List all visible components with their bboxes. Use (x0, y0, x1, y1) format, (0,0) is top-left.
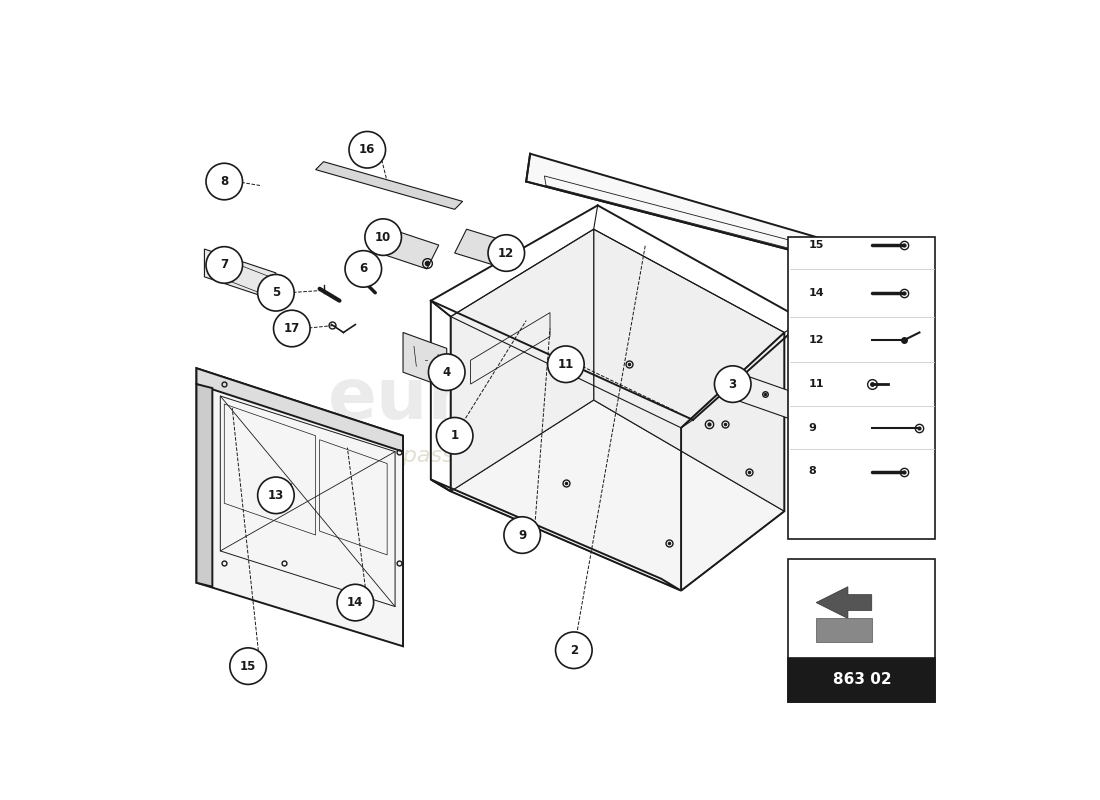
Circle shape (349, 131, 386, 168)
Text: 7: 7 (220, 258, 229, 271)
Polygon shape (379, 229, 439, 269)
Text: 12: 12 (808, 335, 824, 346)
FancyBboxPatch shape (789, 658, 935, 702)
Text: 11: 11 (808, 379, 824, 389)
Text: 17: 17 (284, 322, 300, 335)
FancyBboxPatch shape (816, 618, 872, 642)
Text: 13: 13 (267, 489, 284, 502)
Text: 4: 4 (442, 366, 451, 378)
FancyBboxPatch shape (789, 237, 935, 539)
Circle shape (488, 234, 525, 271)
Polygon shape (316, 162, 463, 210)
Circle shape (206, 163, 243, 200)
Text: 14: 14 (808, 288, 824, 298)
Polygon shape (725, 368, 804, 424)
Circle shape (345, 250, 382, 287)
Text: 1: 1 (451, 430, 459, 442)
Polygon shape (197, 384, 212, 586)
Circle shape (715, 366, 751, 402)
Polygon shape (197, 368, 403, 646)
Text: 9: 9 (808, 423, 816, 433)
Circle shape (257, 274, 294, 311)
Text: 12: 12 (498, 246, 515, 259)
Circle shape (548, 346, 584, 382)
Polygon shape (197, 368, 403, 452)
Circle shape (337, 584, 374, 621)
Polygon shape (451, 229, 594, 491)
Polygon shape (816, 586, 872, 618)
Text: 9: 9 (518, 529, 526, 542)
Circle shape (274, 310, 310, 346)
Text: 863 02: 863 02 (833, 672, 891, 687)
Circle shape (429, 354, 465, 390)
Polygon shape (454, 229, 518, 269)
Polygon shape (451, 400, 784, 590)
Circle shape (556, 632, 592, 669)
Polygon shape (403, 333, 447, 388)
Text: 14: 14 (348, 596, 363, 609)
Text: 15: 15 (808, 240, 824, 250)
Circle shape (437, 418, 473, 454)
Text: 3: 3 (728, 378, 737, 390)
Polygon shape (526, 154, 848, 265)
FancyBboxPatch shape (789, 559, 935, 702)
Text: 6: 6 (360, 262, 367, 275)
Text: 10: 10 (375, 230, 392, 244)
Text: 5: 5 (272, 286, 280, 299)
Circle shape (206, 246, 243, 283)
Polygon shape (594, 229, 784, 511)
Text: 15: 15 (240, 660, 256, 673)
Text: a passion for parts since 1985: a passion for parts since 1985 (382, 446, 718, 466)
Text: 8: 8 (220, 175, 229, 188)
Polygon shape (205, 249, 276, 301)
Circle shape (365, 219, 402, 255)
Circle shape (504, 517, 540, 554)
Text: 8: 8 (808, 466, 816, 477)
Text: 2: 2 (570, 644, 578, 657)
Circle shape (230, 648, 266, 685)
Text: euroPARES: euroPARES (328, 366, 772, 434)
Text: 16: 16 (359, 143, 375, 156)
Text: 11: 11 (558, 358, 574, 370)
Circle shape (257, 477, 294, 514)
